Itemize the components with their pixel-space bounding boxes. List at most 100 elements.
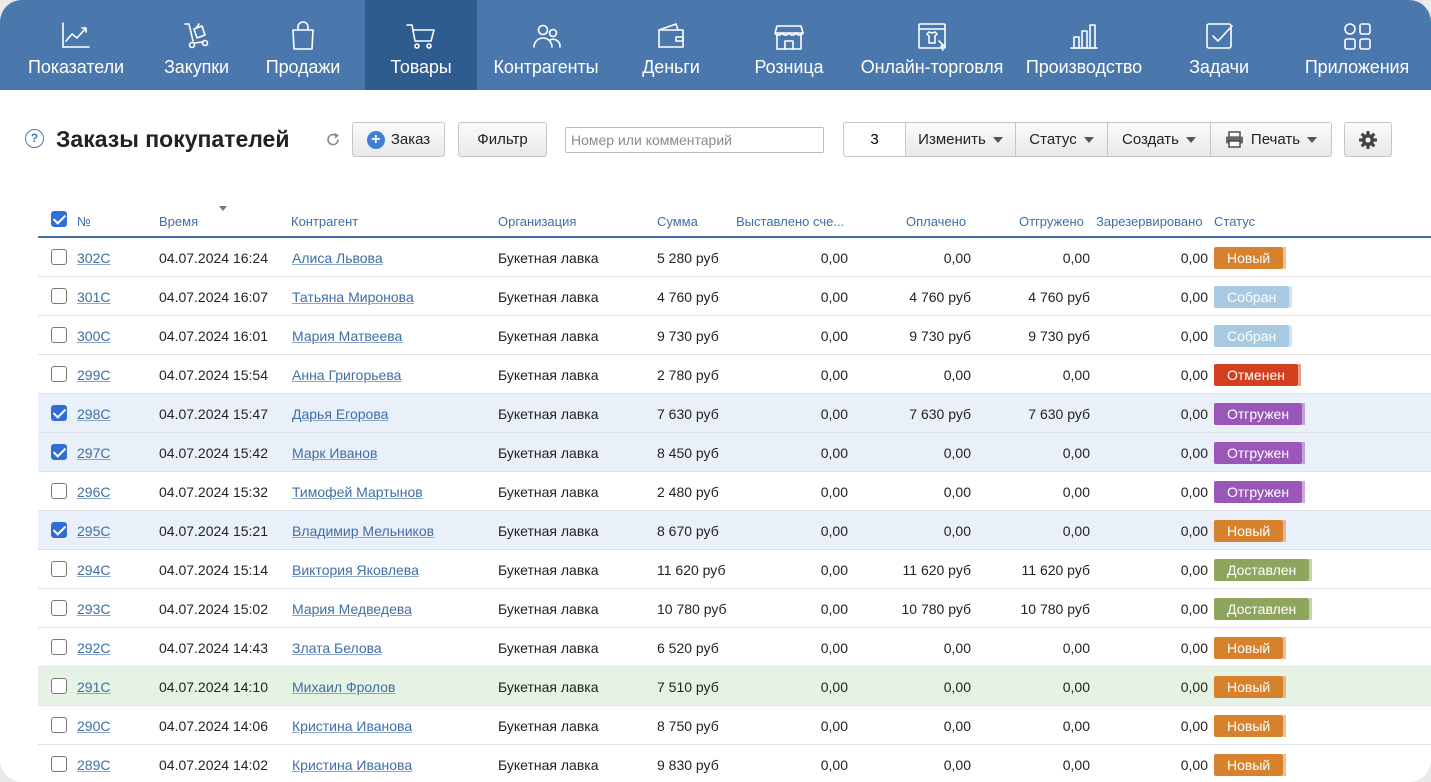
row-checkbox[interactable] bbox=[51, 483, 67, 499]
counterparty-link[interactable]: Кристина Иванова bbox=[292, 757, 413, 773]
status-dropdown[interactable]: Статус bbox=[1016, 123, 1108, 156]
status-badge[interactable]: Новый bbox=[1214, 247, 1287, 269]
row-checkbox[interactable] bbox=[51, 756, 67, 772]
table-row[interactable]: 293C 04.07.2024 15:02 Мария Медведева Букет… bbox=[38, 589, 1431, 628]
row-checkbox[interactable] bbox=[51, 600, 67, 616]
order-number-link[interactable]: 297C bbox=[77, 445, 111, 461]
nav-item-10[interactable]: Приложения bbox=[1283, 0, 1431, 90]
column-number[interactable]: № bbox=[77, 214, 91, 229]
table-row[interactable]: 301C 04.07.2024 16:07 Татьяна Миронова Буке… bbox=[38, 277, 1431, 316]
order-number-link[interactable]: 291C bbox=[77, 679, 111, 695]
nav-item-5[interactable]: Деньги bbox=[615, 0, 727, 90]
settings-button[interactable] bbox=[1344, 122, 1392, 157]
nav-item-0[interactable]: Показатели bbox=[0, 0, 152, 90]
counterparty-link[interactable]: Дарья Егорова bbox=[292, 406, 389, 422]
nav-item-8[interactable]: Производство bbox=[1013, 0, 1155, 90]
row-checkbox[interactable] bbox=[51, 522, 67, 538]
row-checkbox[interactable] bbox=[51, 717, 67, 733]
column-sum[interactable]: Сумма bbox=[657, 214, 698, 229]
status-badge[interactable]: Новый bbox=[1214, 676, 1287, 698]
column-reserved[interactable]: Зарезервировано bbox=[1096, 214, 1203, 229]
table-row[interactable]: 300C 04.07.2024 16:01 Мария Матвеева Букетн… bbox=[38, 316, 1431, 355]
row-checkbox[interactable] bbox=[51, 366, 67, 382]
order-number-link[interactable]: 289C bbox=[77, 757, 111, 773]
order-number-link[interactable]: 300C bbox=[77, 328, 111, 344]
refresh-icon[interactable] bbox=[325, 132, 341, 148]
status-badge[interactable]: Отгружен bbox=[1214, 442, 1306, 464]
counterparty-link[interactable]: Владимир Мельников bbox=[292, 523, 435, 539]
row-checkbox[interactable] bbox=[51, 249, 67, 265]
status-badge[interactable]: Отменен bbox=[1214, 364, 1301, 386]
row-checkbox[interactable] bbox=[51, 639, 67, 655]
nav-item-4[interactable]: Контрагенты bbox=[477, 0, 615, 90]
table-row[interactable]: 299C 04.07.2024 15:54 Анна Григорьева Букет… bbox=[38, 355, 1431, 394]
counterparty-link[interactable]: Виктория Яковлева bbox=[292, 562, 419, 578]
order-number-link[interactable]: 294C bbox=[77, 562, 111, 578]
counterparty-link[interactable]: Мария Медведева bbox=[292, 601, 412, 617]
new-order-button[interactable]: + Заказ bbox=[352, 122, 445, 157]
print-dropdown[interactable]: Печать bbox=[1211, 123, 1331, 156]
counterparty-link[interactable]: Михаил Фролов bbox=[292, 679, 396, 695]
column-invoiced[interactable]: Выставлено сче... bbox=[736, 214, 845, 229]
status-badge[interactable]: Отгружен bbox=[1214, 403, 1306, 425]
row-checkbox[interactable] bbox=[51, 405, 67, 421]
status-badge[interactable]: Собран bbox=[1214, 325, 1293, 347]
table-row[interactable]: 295C 04.07.2024 15:21 Владимир Мельников Бу… bbox=[38, 511, 1431, 550]
status-badge[interactable]: Новый bbox=[1214, 637, 1287, 659]
column-status[interactable]: Статус bbox=[1214, 214, 1256, 229]
nav-item-3[interactable]: Товары bbox=[365, 0, 477, 90]
counterparty-link[interactable]: Кристина Иванова bbox=[292, 718, 413, 734]
order-number-link[interactable]: 293C bbox=[77, 601, 111, 617]
row-checkbox[interactable] bbox=[51, 288, 67, 304]
row-checkbox[interactable] bbox=[51, 444, 67, 460]
nav-item-1[interactable]: Закупки bbox=[152, 0, 241, 90]
row-checkbox[interactable] bbox=[51, 678, 67, 694]
table-row[interactable]: 296C 04.07.2024 15:32 Тимофей Мартынов Буке… bbox=[38, 472, 1431, 511]
status-badge[interactable]: Доставлен bbox=[1214, 559, 1313, 581]
filter-button[interactable]: Фильтр bbox=[458, 122, 547, 157]
status-badge[interactable]: Новый bbox=[1214, 754, 1287, 776]
status-badge[interactable]: Новый bbox=[1214, 520, 1287, 542]
counterparty-link[interactable]: Марк Иванов bbox=[292, 445, 378, 461]
table-row[interactable]: 294C 04.07.2024 15:14 Виктория Яковлева Бук… bbox=[38, 550, 1431, 589]
counterparty-link[interactable]: Мария Матвеева bbox=[292, 328, 403, 344]
column-counterparty[interactable]: Контрагент bbox=[291, 214, 359, 229]
column-organization[interactable]: Организация bbox=[498, 214, 577, 229]
counterparty-link[interactable]: Злата Белова bbox=[292, 640, 382, 656]
order-number-link[interactable]: 292C bbox=[77, 640, 111, 656]
order-number-link[interactable]: 301C bbox=[77, 289, 111, 305]
status-badge[interactable]: Отгружен bbox=[1214, 481, 1306, 503]
order-number-link[interactable]: 290C bbox=[77, 718, 111, 734]
row-checkbox[interactable] bbox=[51, 561, 67, 577]
order-number-link[interactable]: 299C bbox=[77, 367, 111, 383]
counterparty-link[interactable]: Тимофей Мартынов bbox=[292, 484, 423, 500]
create-dropdown[interactable]: Создать bbox=[1108, 123, 1211, 156]
column-paid[interactable]: Оплачено bbox=[906, 214, 967, 229]
nav-item-2[interactable]: Продажи bbox=[241, 0, 365, 90]
counterparty-link[interactable]: Алиса Львова bbox=[292, 250, 383, 266]
order-number-link[interactable]: 295C bbox=[77, 523, 111, 539]
select-all-checkbox[interactable] bbox=[51, 211, 67, 227]
status-badge[interactable]: Собран bbox=[1214, 286, 1293, 308]
nav-item-9[interactable]: Задачи bbox=[1155, 0, 1283, 90]
nav-item-6[interactable]: Розница bbox=[727, 0, 851, 90]
order-number-link[interactable]: 296C bbox=[77, 484, 111, 500]
table-row[interactable]: 290C 04.07.2024 14:06 Кристина Иванова Буке… bbox=[38, 706, 1431, 745]
help-icon[interactable]: ? bbox=[25, 129, 44, 148]
counterparty-link[interactable]: Анна Григорьева bbox=[292, 367, 402, 383]
column-time[interactable]: Время bbox=[159, 214, 199, 229]
row-checkbox[interactable] bbox=[51, 327, 67, 343]
status-badge[interactable]: Новый bbox=[1214, 715, 1287, 737]
table-row[interactable]: 297C 04.07.2024 15:42 Марк Иванов Букетная … bbox=[38, 433, 1431, 472]
table-row[interactable]: 289C 04.07.2024 14:02 Кристина Иванова Буке… bbox=[38, 745, 1431, 782]
order-number-link[interactable]: 298C bbox=[77, 406, 111, 422]
table-row[interactable]: 291C 04.07.2024 14:10 Михаил Фролов Букетна… bbox=[38, 667, 1431, 706]
table-row[interactable]: 302C 04.07.2024 16:24 Алиса Львова Букетная… bbox=[38, 238, 1431, 277]
edit-dropdown[interactable]: Изменить bbox=[906, 123, 1016, 156]
status-badge[interactable]: Доставлен bbox=[1214, 598, 1313, 620]
nav-item-7[interactable]: Онлайн-торговля bbox=[851, 0, 1013, 90]
search-input[interactable] bbox=[565, 127, 824, 153]
table-row[interactable]: 292C 04.07.2024 14:43 Злата Белова Букетная… bbox=[38, 628, 1431, 667]
table-row[interactable]: 298C 04.07.2024 15:47 Дарья Егорова Букетна… bbox=[38, 394, 1431, 433]
counterparty-link[interactable]: Татьяна Миронова bbox=[292, 289, 414, 305]
